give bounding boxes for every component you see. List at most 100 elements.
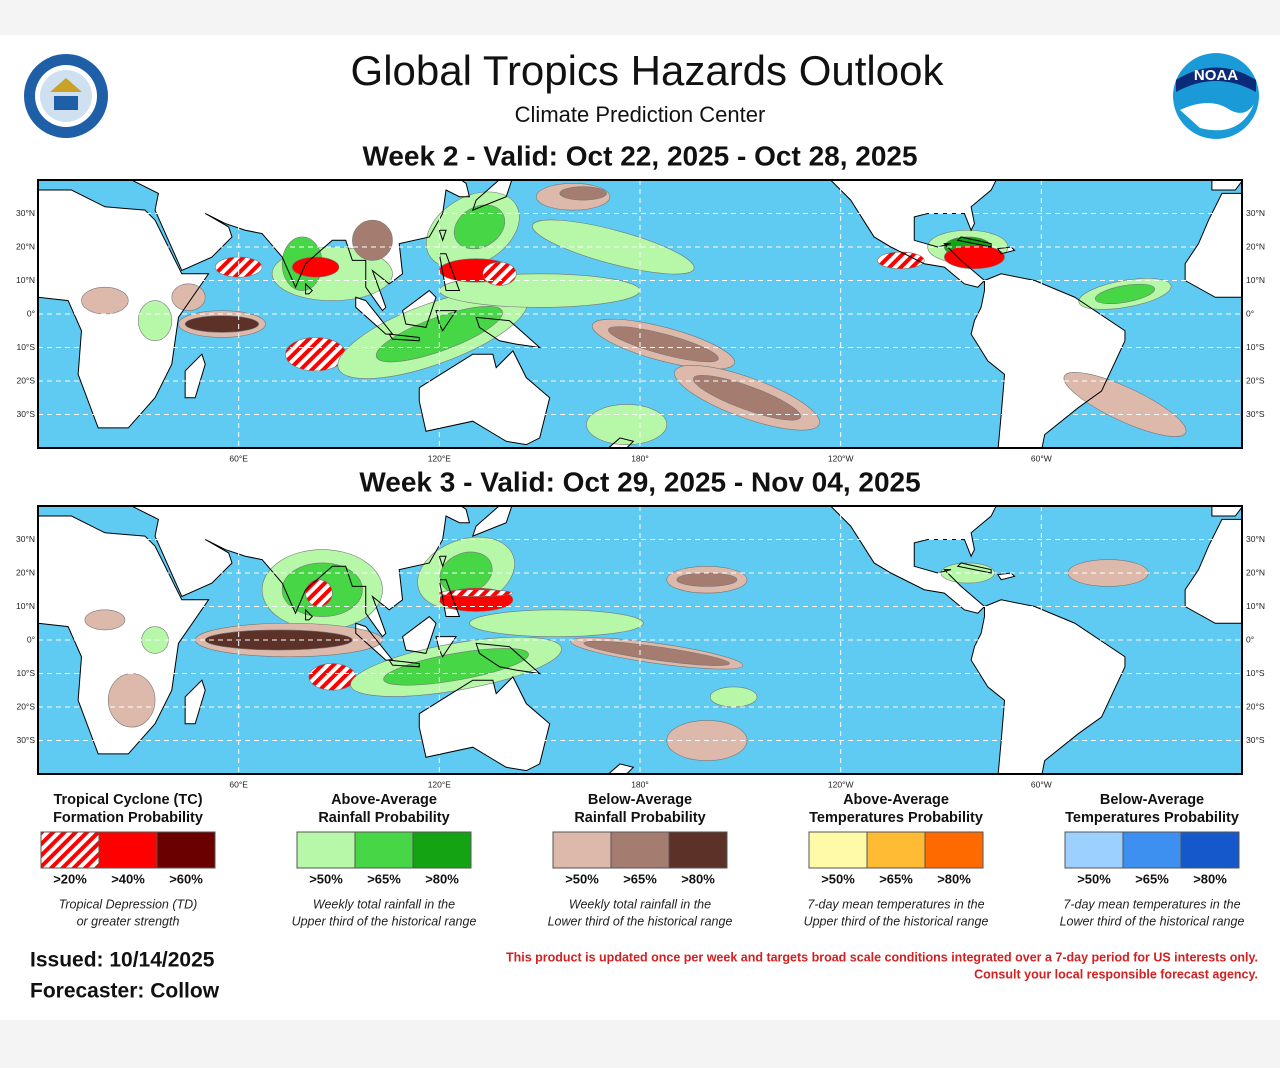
legend-title: Formation Probability [53, 810, 203, 826]
legend-note: Weekly total rainfall in the [313, 897, 455, 911]
lat-label: 10°N [16, 275, 35, 285]
coastline [829, 506, 997, 614]
lon-label: 120°E [428, 453, 452, 463]
lat-label: 30°N [1246, 208, 1265, 218]
hazard-area [676, 572, 738, 587]
coastline [438, 229, 447, 242]
legend-label: >65% [1135, 871, 1169, 886]
lat-label: 10°N [1246, 601, 1265, 611]
land [1185, 193, 1242, 298]
land [38, 516, 209, 754]
legend-title: Below-Average [588, 792, 692, 808]
hazard-area [469, 609, 644, 637]
hazard-area [383, 648, 529, 686]
legend-note: Lower third of the historical range [1060, 914, 1245, 928]
map-content [38, 506, 1242, 774]
hazard-area [439, 589, 514, 597]
legend-group: Below-Average Rainfall Probability >50% >65… [548, 792, 733, 928]
coastline [956, 562, 992, 574]
land [185, 354, 206, 398]
lat-label: 20°S [16, 375, 35, 385]
hazard-area [559, 186, 607, 201]
lat-label: 30°N [16, 534, 35, 544]
legend-swatch [1064, 831, 1124, 869]
hazard-area [184, 315, 260, 333]
legend-label: >50% [821, 871, 855, 886]
lat-label: 20°S [1246, 375, 1265, 385]
lat-label: 20°S [16, 701, 35, 711]
legend-swatch [668, 831, 728, 869]
page-subtitle: Climate Prediction Center [515, 102, 766, 127]
legend-label: >50% [565, 871, 599, 886]
coastline [184, 353, 206, 399]
coastline [438, 253, 461, 292]
legend-swatch [1122, 831, 1182, 869]
hazard-area [482, 261, 517, 286]
legend-group: Above-Average Temperatures Probability >50… [804, 792, 989, 928]
legend-label: >60% [169, 871, 203, 886]
coastline [435, 310, 457, 332]
hazard-area [305, 579, 333, 607]
coastline [471, 506, 513, 538]
legend-swatch [924, 831, 984, 869]
coastline [38, 189, 210, 429]
land [830, 506, 997, 614]
lat-label: 0° [27, 634, 35, 644]
coastline [438, 579, 461, 618]
coastline [1184, 518, 1242, 624]
legend-label: >50% [309, 871, 343, 886]
coastline [38, 515, 210, 755]
hazard-area [1094, 283, 1155, 304]
legend-swatch [610, 831, 670, 869]
coastline [401, 615, 437, 654]
lat-label: 0° [1246, 634, 1254, 644]
land [1211, 506, 1242, 517]
land [971, 599, 1125, 774]
hazard-area [709, 686, 758, 708]
map-frame [37, 505, 1243, 775]
hazard-area [214, 256, 263, 278]
logo-text: NOAA [1194, 67, 1238, 84]
hazard-area [352, 219, 393, 261]
lat-label: 10°S [1246, 668, 1265, 678]
hazard-area [583, 640, 730, 666]
land [971, 273, 1125, 448]
land [1185, 519, 1242, 624]
legend-label: >65% [623, 871, 657, 886]
lon-label: 180° [631, 779, 649, 789]
coastline [475, 316, 542, 349]
legend-note: 7-day mean temperatures in the [807, 897, 984, 911]
legend-swatch [354, 831, 414, 869]
lat-label: 20°N [16, 567, 35, 577]
panel-title: Week 3 - Valid: Oct 29, 2025 - Nov 04, 2… [359, 466, 920, 497]
hazard-area [586, 404, 668, 445]
legend-label: >40% [111, 871, 145, 886]
coastline [305, 282, 313, 295]
lat-label: 0° [1246, 308, 1254, 318]
coastline [475, 642, 542, 675]
land [402, 616, 436, 654]
coastline [607, 763, 635, 774]
legend-title: Temperatures Probability [1065, 810, 1239, 826]
legend-title: Above-Average [843, 792, 949, 808]
legend-note: Lower third of the historical range [548, 914, 733, 928]
coastline [130, 506, 471, 638]
noaa-logo: NOAA [1173, 53, 1259, 139]
land [419, 350, 550, 445]
lon-label: 60°W [1031, 779, 1052, 789]
lat-label: 10°N [1246, 275, 1265, 285]
legend-swatch [552, 831, 612, 869]
lat-label: 30°S [16, 735, 35, 745]
lat-label: 30°N [1246, 534, 1265, 544]
disclaimer: Consult your local responsible forecast … [974, 967, 1258, 981]
legend-swatch [866, 831, 926, 869]
lat-label: 30°S [1246, 735, 1265, 745]
disclaimer: This product is updated once per week an… [506, 950, 1258, 964]
map-content [38, 180, 1242, 448]
lat-label: 20°S [1246, 701, 1265, 711]
coastline [829, 180, 997, 288]
page-title: Global Tropics Hazards Outlook [351, 47, 945, 94]
legend-note: or greater strength [77, 914, 180, 928]
coastline [1211, 180, 1242, 191]
legend-title: Rainfall Probability [574, 810, 705, 826]
